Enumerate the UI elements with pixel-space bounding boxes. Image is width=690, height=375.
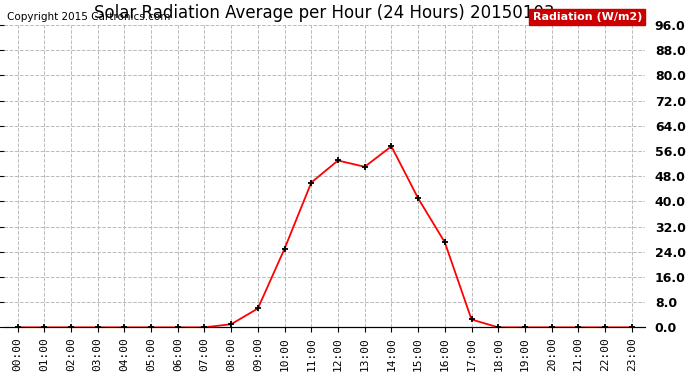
Text: Radiation (W/m2): Radiation (W/m2) — [533, 12, 642, 22]
Text: Copyright 2015 Cartronics.com: Copyright 2015 Cartronics.com — [8, 12, 170, 22]
Title: Solar Radiation Average per Hour (24 Hours) 20150103: Solar Radiation Average per Hour (24 Hou… — [95, 4, 555, 22]
